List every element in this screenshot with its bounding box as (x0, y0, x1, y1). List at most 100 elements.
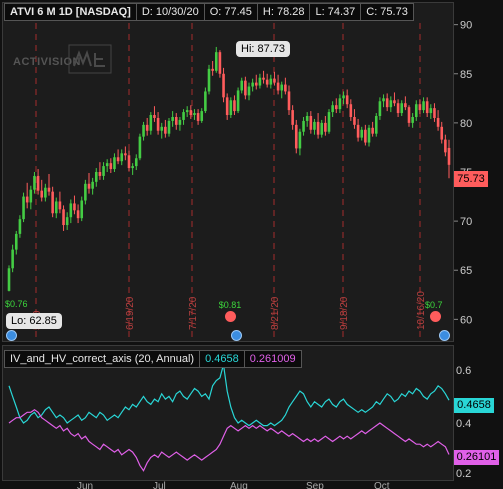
candle-body (251, 82, 254, 87)
month-label: Jun (77, 482, 93, 489)
candle-body (349, 104, 353, 117)
candle-body (396, 103, 400, 114)
candle-body (65, 217, 69, 226)
candle-body (58, 201, 62, 210)
candle-body (222, 73, 225, 98)
earnings-date-label: 7/17/20 (188, 296, 199, 330)
price-tick-label: 60 (460, 314, 472, 326)
candle-body (29, 189, 33, 203)
candle-body (134, 158, 138, 167)
indicator-name[interactable]: IV_and_HV_correct_axis (20, Annual) (5, 351, 201, 367)
indicator-header: IV_and_HV_correct_axis (20, Annual) 0.465… (4, 350, 302, 368)
candle-body (44, 187, 47, 198)
candle-body (385, 98, 389, 108)
candle-body (127, 155, 131, 169)
lo-label: Lo: 62.85 (11, 315, 57, 327)
earnings-bulb-icon[interactable] (231, 330, 242, 341)
month-label: Jul (153, 482, 166, 489)
tick-0-6: 0.6 (456, 365, 472, 377)
candle-body (287, 91, 291, 111)
candle-body (149, 115, 153, 131)
dividend-marker-1[interactable]: $0.81 (215, 300, 245, 322)
date-label: D: 10/30/20 (137, 4, 205, 20)
candle-body (51, 191, 54, 214)
candle-body (393, 100, 396, 104)
candle-body (94, 172, 98, 182)
candle-body (167, 120, 171, 134)
month-jun: Jun (77, 481, 94, 489)
candle-body (345, 95, 349, 105)
candle-body (305, 116, 309, 121)
candle-body (276, 82, 280, 91)
candle-body (414, 104, 418, 117)
axis-tick-label: 0.2 (456, 468, 471, 480)
candle-body (196, 113, 200, 121)
earnings-bulb-icon[interactable] (439, 330, 450, 341)
candle-body (80, 200, 84, 219)
candle-body (280, 84, 284, 91)
price-chart[interactable]: ACTIVISION 5/206/19/207/17/208/21/209/18… (3, 3, 453, 341)
price-chart-pane[interactable]: ACTIVISION 5/206/19/207/17/208/21/209/18… (2, 2, 454, 342)
candle-body (444, 139, 447, 153)
watermark-mark (73, 49, 105, 67)
candle-body (411, 116, 414, 123)
candle-body (185, 110, 189, 113)
dividend-marker-left[interactable]: $0.76 (5, 299, 28, 309)
dividend-label-1: $0.81 (218, 300, 242, 310)
candle-body (382, 98, 385, 102)
candle-body (142, 124, 145, 137)
tick-0-2: 0.2 (456, 468, 472, 480)
candle-body (327, 112, 331, 132)
candle-body (54, 201, 58, 214)
candle-body (429, 108, 433, 114)
last-price-badge: 75.73 (454, 171, 488, 187)
candle-body (124, 153, 127, 156)
candle-body (120, 153, 124, 162)
candle-body (338, 98, 342, 110)
price-header: ATVI 6 M 1D [NASDAQ] D: 10/30/20 O: 77.45 H… (4, 3, 414, 21)
candle-body (102, 166, 105, 176)
candle-body (371, 127, 374, 134)
candle-body (407, 107, 411, 123)
earnings-date-label: 6/19/20 (125, 296, 136, 330)
time-axis[interactable]: Jun Jul Aug Sep Oct (2, 481, 454, 489)
last-price-label: 75.73 (457, 173, 485, 185)
price-tick-label: 80 (460, 118, 472, 130)
symbol-label[interactable]: ATVI 6 M 1D [NASDAQ] (5, 4, 137, 20)
axis-tick-label: 0.6 (456, 365, 471, 377)
candle-body (331, 105, 334, 113)
iv-series-line (8, 364, 450, 427)
candle-body (225, 97, 229, 116)
candle-body (156, 117, 160, 131)
candle-body (76, 210, 80, 219)
candle-body (294, 124, 298, 149)
indicator-chart[interactable] (3, 346, 453, 480)
month-label: Oct (374, 482, 390, 489)
candle-body (302, 120, 305, 132)
candle-body (316, 121, 320, 135)
candle-body (353, 116, 356, 125)
dividend-icon (430, 311, 441, 322)
candle-body (189, 110, 193, 116)
candle-body (284, 84, 287, 92)
month-sep: Sep (306, 481, 324, 489)
candle-body (91, 181, 94, 189)
candle-body (131, 166, 134, 169)
candle-body (105, 163, 109, 167)
price-tick-label: 70 (460, 216, 472, 228)
candle-body (244, 80, 247, 96)
candle-body (309, 116, 313, 130)
candle-body (36, 175, 40, 191)
candle-body (356, 124, 360, 138)
candle-body (211, 68, 214, 71)
price-axis[interactable]: 60657075808590 75.73 (454, 2, 503, 342)
candle-body (171, 116, 174, 121)
dividend-marker-2[interactable]: $0.7 (425, 300, 455, 322)
candle-body (84, 183, 87, 201)
candle-body (218, 52, 222, 74)
indicator-axis[interactable]: 0.6 0.4 0.2 0.4658 0.26101 (454, 345, 503, 481)
candle-body (182, 112, 185, 120)
candle-body (436, 117, 440, 127)
earnings-bulb-icon[interactable] (6, 330, 17, 341)
